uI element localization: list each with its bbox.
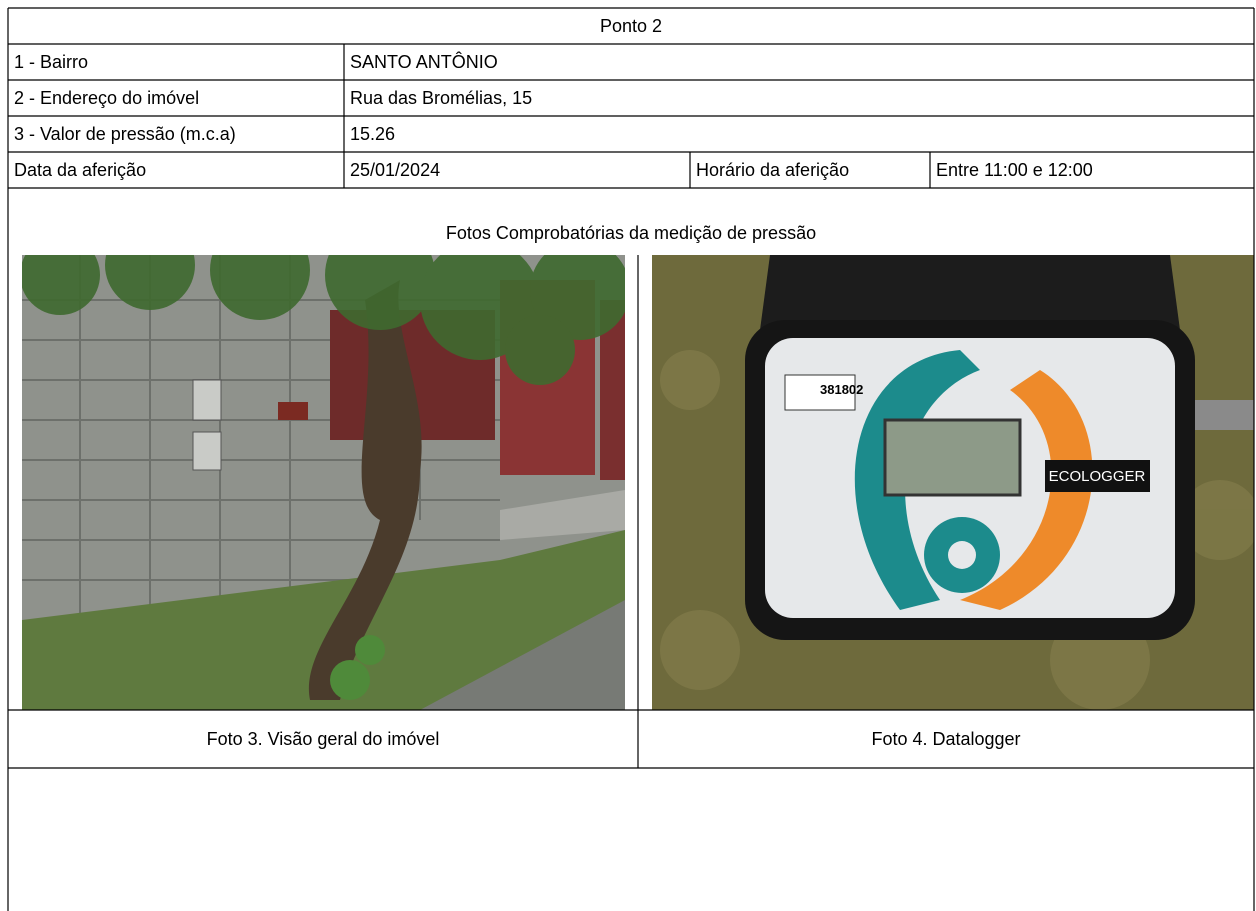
row-value: Entre 11:00 e 12:00 (936, 159, 1093, 180)
photo-house (22, 255, 625, 710)
table-lines (7, 7, 1255, 911)
row-label: 3 - Valor de pressão (m.c.a) (14, 123, 236, 144)
photo-caption: Foto 3. Visão geral do imóvel (206, 728, 440, 749)
photo-caption: Foto 4. Datalogger (871, 728, 1021, 749)
device-serial: 381802 (820, 382, 863, 397)
row-value: SANTO ANTÔNIO (350, 51, 498, 72)
row-value: 15.26 (350, 123, 396, 144)
row-label: 1 - Bairro (14, 51, 89, 72)
row-label: Horário da aferição (696, 159, 850, 180)
table-title: Ponto 2 (599, 15, 663, 36)
row-value: Rua das Bromélias, 15 (350, 87, 533, 108)
row-value: 25/01/2024 (350, 159, 441, 180)
photo-datalogger (652, 255, 1254, 710)
row-label: 2 - Endereço do imóvel (14, 87, 200, 108)
device-brand: ECOLOGGER (1049, 468, 1146, 485)
row-label: Data da aferição (14, 159, 147, 180)
photos-title: Fotos Comprobatórias da medição de press… (445, 222, 817, 243)
